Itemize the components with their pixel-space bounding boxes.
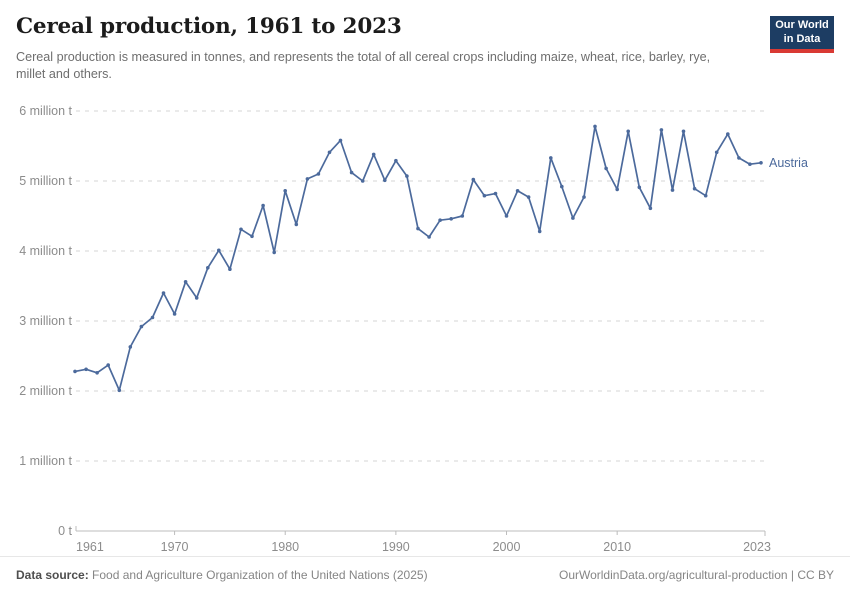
logo-line2: in Data	[783, 32, 821, 45]
chart-footer: Data source: Food and Agriculture Organi…	[0, 556, 850, 600]
data-point[interactable]	[294, 222, 299, 227]
y-tick-label: 4 million t	[19, 244, 72, 258]
data-point[interactable]	[128, 345, 133, 349]
x-tick-label: 1980	[271, 540, 299, 554]
data-point[interactable]	[95, 371, 99, 375]
data-point[interactable]	[206, 266, 210, 270]
data-point[interactable]	[427, 235, 431, 239]
data-point[interactable]	[571, 216, 575, 220]
data-point[interactable]	[659, 128, 664, 132]
data-point[interactable]	[250, 234, 254, 239]
x-tick-label: 2010	[603, 540, 631, 554]
data-point[interactable]	[681, 129, 686, 134]
data-point[interactable]	[504, 214, 509, 218]
data-point[interactable]	[637, 185, 642, 190]
line-chart-canvas[interactable]: 0 t 1 million t 2 million t 3 million t 4 mi…	[0, 95, 850, 556]
data-point[interactable]	[172, 312, 177, 316]
data-point[interactable]	[394, 158, 398, 163]
chart-header: Cereal production, 1961 to 2023 Our Worl…	[16, 14, 834, 84]
data-point[interactable]	[383, 178, 387, 183]
data-point[interactable]	[405, 174, 409, 178]
data-point[interactable]	[748, 162, 752, 166]
chart-subtitle: Cereal production is measured in tonnes,…	[16, 50, 711, 82]
data-point[interactable]	[139, 324, 144, 329]
series-label-austria: Austria	[769, 156, 808, 170]
data-point[interactable]	[239, 227, 243, 232]
data-point[interactable]	[338, 138, 343, 143]
y-tick-label: 3 million t	[19, 314, 72, 328]
data-point[interactable]	[416, 226, 420, 231]
data-point[interactable]	[84, 367, 88, 372]
data-line	[74, 125, 762, 392]
credit-link[interactable]: OurWorldinData.org/agricultural-producti…	[558, 568, 834, 582]
data-source-text: Food and Agriculture Organization of the…	[88, 568, 428, 582]
x-tick-label: 2023	[743, 540, 771, 554]
data-point[interactable]	[217, 248, 221, 253]
data-source-label: Data source:	[16, 568, 89, 582]
y-tick-label: 1 million t	[19, 454, 72, 468]
data-point[interactable]	[371, 152, 376, 157]
data-point[interactable]	[582, 195, 586, 199]
data-point[interactable]	[460, 214, 465, 218]
data-point[interactable]	[327, 150, 332, 155]
logo-line1: Our World	[775, 19, 829, 31]
x-tick-label: 1961	[76, 540, 104, 554]
data-point[interactable]	[194, 296, 199, 300]
data-point[interactable]	[305, 177, 310, 181]
y-tick-label: 6 million t	[19, 104, 72, 118]
data-point[interactable]	[493, 191, 498, 196]
data-source: Data source: Food and Agriculture Organi…	[16, 568, 428, 582]
data-point[interactable]	[228, 267, 232, 271]
data-point[interactable]	[714, 150, 719, 155]
data-point[interactable]	[759, 161, 763, 165]
data-point[interactable]	[183, 280, 188, 284]
data-point[interactable]	[261, 203, 265, 208]
data-point[interactable]	[73, 369, 77, 374]
y-tick-label: 0 t	[58, 524, 72, 538]
chart-title: Cereal production, 1961 to 2023	[16, 14, 402, 39]
data-point[interactable]	[449, 217, 454, 221]
data-point[interactable]	[549, 156, 553, 160]
data-point[interactable]	[737, 156, 741, 160]
data-point[interactable]	[703, 193, 708, 198]
data-point[interactable]	[106, 363, 110, 367]
data-point[interactable]	[272, 250, 277, 255]
data-point[interactable]	[117, 388, 122, 393]
data-point[interactable]	[482, 193, 487, 198]
data-point[interactable]	[349, 170, 354, 175]
data-point[interactable]	[471, 177, 476, 182]
data-point[interactable]	[615, 187, 619, 192]
x-tick-label: 1990	[382, 540, 410, 554]
y-tick-label: 2 million t	[19, 384, 72, 398]
data-point[interactable]	[604, 166, 608, 171]
owid-logo[interactable]: Our World in Data	[770, 16, 834, 53]
data-point[interactable]	[161, 291, 166, 295]
x-tick-label: 1970	[161, 540, 189, 554]
data-point[interactable]	[526, 195, 531, 199]
data-point[interactable]	[593, 124, 597, 129]
x-tick-label: 2000	[493, 540, 521, 554]
data-point[interactable]	[438, 218, 442, 222]
data-point[interactable]	[316, 172, 321, 176]
data-point[interactable]	[648, 206, 653, 211]
y-tick-label: 5 million t	[19, 174, 72, 188]
data-point[interactable]	[150, 315, 155, 320]
data-point[interactable]	[515, 189, 520, 193]
data-point[interactable]	[692, 186, 697, 191]
data-point[interactable]	[537, 229, 542, 234]
data-point[interactable]	[560, 184, 564, 189]
data-point[interactable]	[670, 188, 675, 192]
data-point[interactable]	[726, 132, 730, 136]
data-point[interactable]	[283, 189, 288, 193]
data-point[interactable]	[360, 179, 365, 183]
data-point[interactable]	[626, 129, 630, 134]
